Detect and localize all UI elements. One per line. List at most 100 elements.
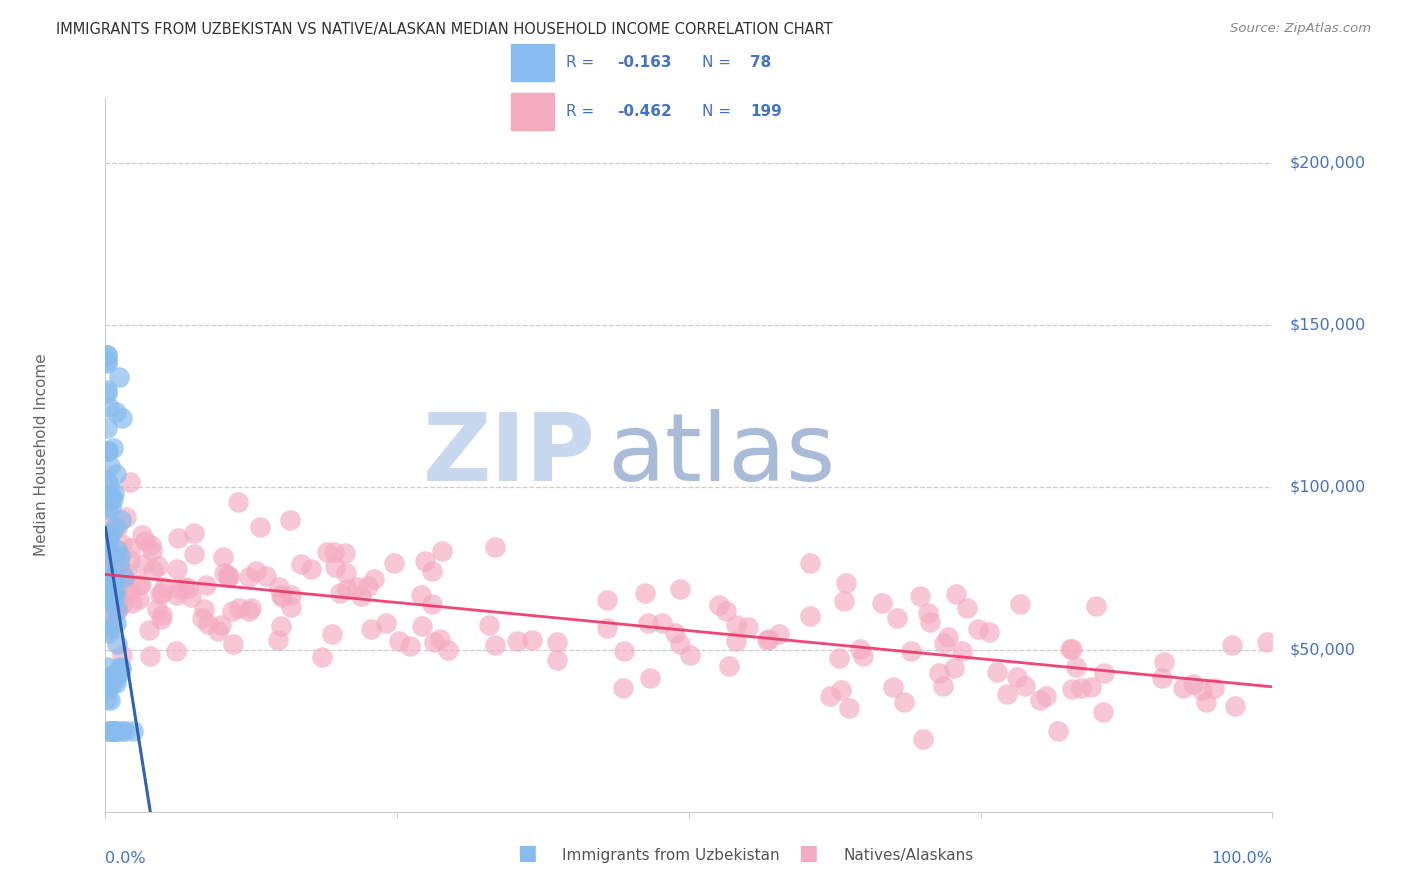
Point [1256,635,1278,649]
Point [104,572,127,586]
Point [1220,638,1243,652]
Point [150,612,173,626]
Point [221,637,243,651]
Point [249,519,271,533]
Text: Immigrants from Uzbekistan: Immigrants from Uzbekistan [562,848,780,863]
Point [1062,681,1084,696]
Point [323,545,346,559]
Point [112,570,135,584]
Point [101,584,124,599]
Point [634,586,657,600]
Point [422,564,444,578]
Point [834,575,856,590]
Point [108,660,131,674]
Point [664,625,686,640]
Point [918,615,941,629]
Point [1060,642,1083,657]
Point [799,556,821,570]
Point [96,593,118,607]
Point [943,661,966,675]
Point [96,660,118,674]
Point [430,544,453,558]
Point [640,671,662,685]
Point [111,723,134,738]
Text: R =: R = [565,104,599,120]
Point [96,348,118,362]
Point [103,590,125,604]
Point [595,593,617,607]
Point [107,602,129,616]
Text: Median Household Income: Median Household Income [34,353,49,557]
Point [108,665,131,680]
Point [114,723,136,738]
Point [209,618,232,632]
Point [120,585,142,599]
Point [932,679,955,693]
Point [96,546,118,560]
Point [280,588,302,602]
Point [96,383,118,397]
Point [271,590,294,604]
Point [96,444,118,458]
Point [96,386,118,401]
Point [917,606,939,620]
Point [98,626,121,640]
Point [936,630,959,644]
Point [321,626,343,640]
Point [97,566,120,581]
Point [105,521,128,535]
Point [97,671,120,685]
Point [105,570,128,584]
Point [142,564,165,578]
Point [121,596,143,610]
Point [190,611,212,625]
Point [838,701,860,715]
Text: Natives/Alaskans: Natives/Alaskans [844,848,974,863]
Point [1204,681,1226,696]
Point [254,568,277,582]
Point [350,590,373,604]
Point [139,538,162,552]
Point [118,553,141,567]
Text: -0.163: -0.163 [617,54,672,70]
Point [97,566,120,580]
Point [98,458,121,473]
Point [107,579,129,593]
Point [110,592,132,607]
Point [613,643,636,657]
Point [96,623,118,637]
Point [100,621,122,635]
Point [103,723,125,738]
Text: atlas: atlas [607,409,835,501]
Point [717,658,740,673]
Point [267,580,290,594]
Point [120,541,142,555]
Point [1092,666,1115,681]
Point [98,400,121,414]
Point [100,616,122,631]
Point [270,619,292,633]
Point [1173,681,1195,696]
Text: N =: N = [702,54,735,70]
Point [96,585,118,599]
Point [100,572,122,586]
Point [101,723,124,738]
Point [129,577,152,591]
Point [737,620,759,634]
Point [97,599,120,613]
Point [115,566,138,580]
Point [104,519,127,533]
Point [852,648,875,663]
Point [226,495,249,509]
Point [101,492,124,507]
Point [104,584,127,599]
Point [96,549,118,563]
Point [280,600,302,615]
Point [849,642,872,657]
Point [96,516,118,531]
Point [103,667,125,681]
Point [218,569,240,583]
Point [967,622,990,636]
Point [375,616,398,631]
Point [153,580,176,594]
